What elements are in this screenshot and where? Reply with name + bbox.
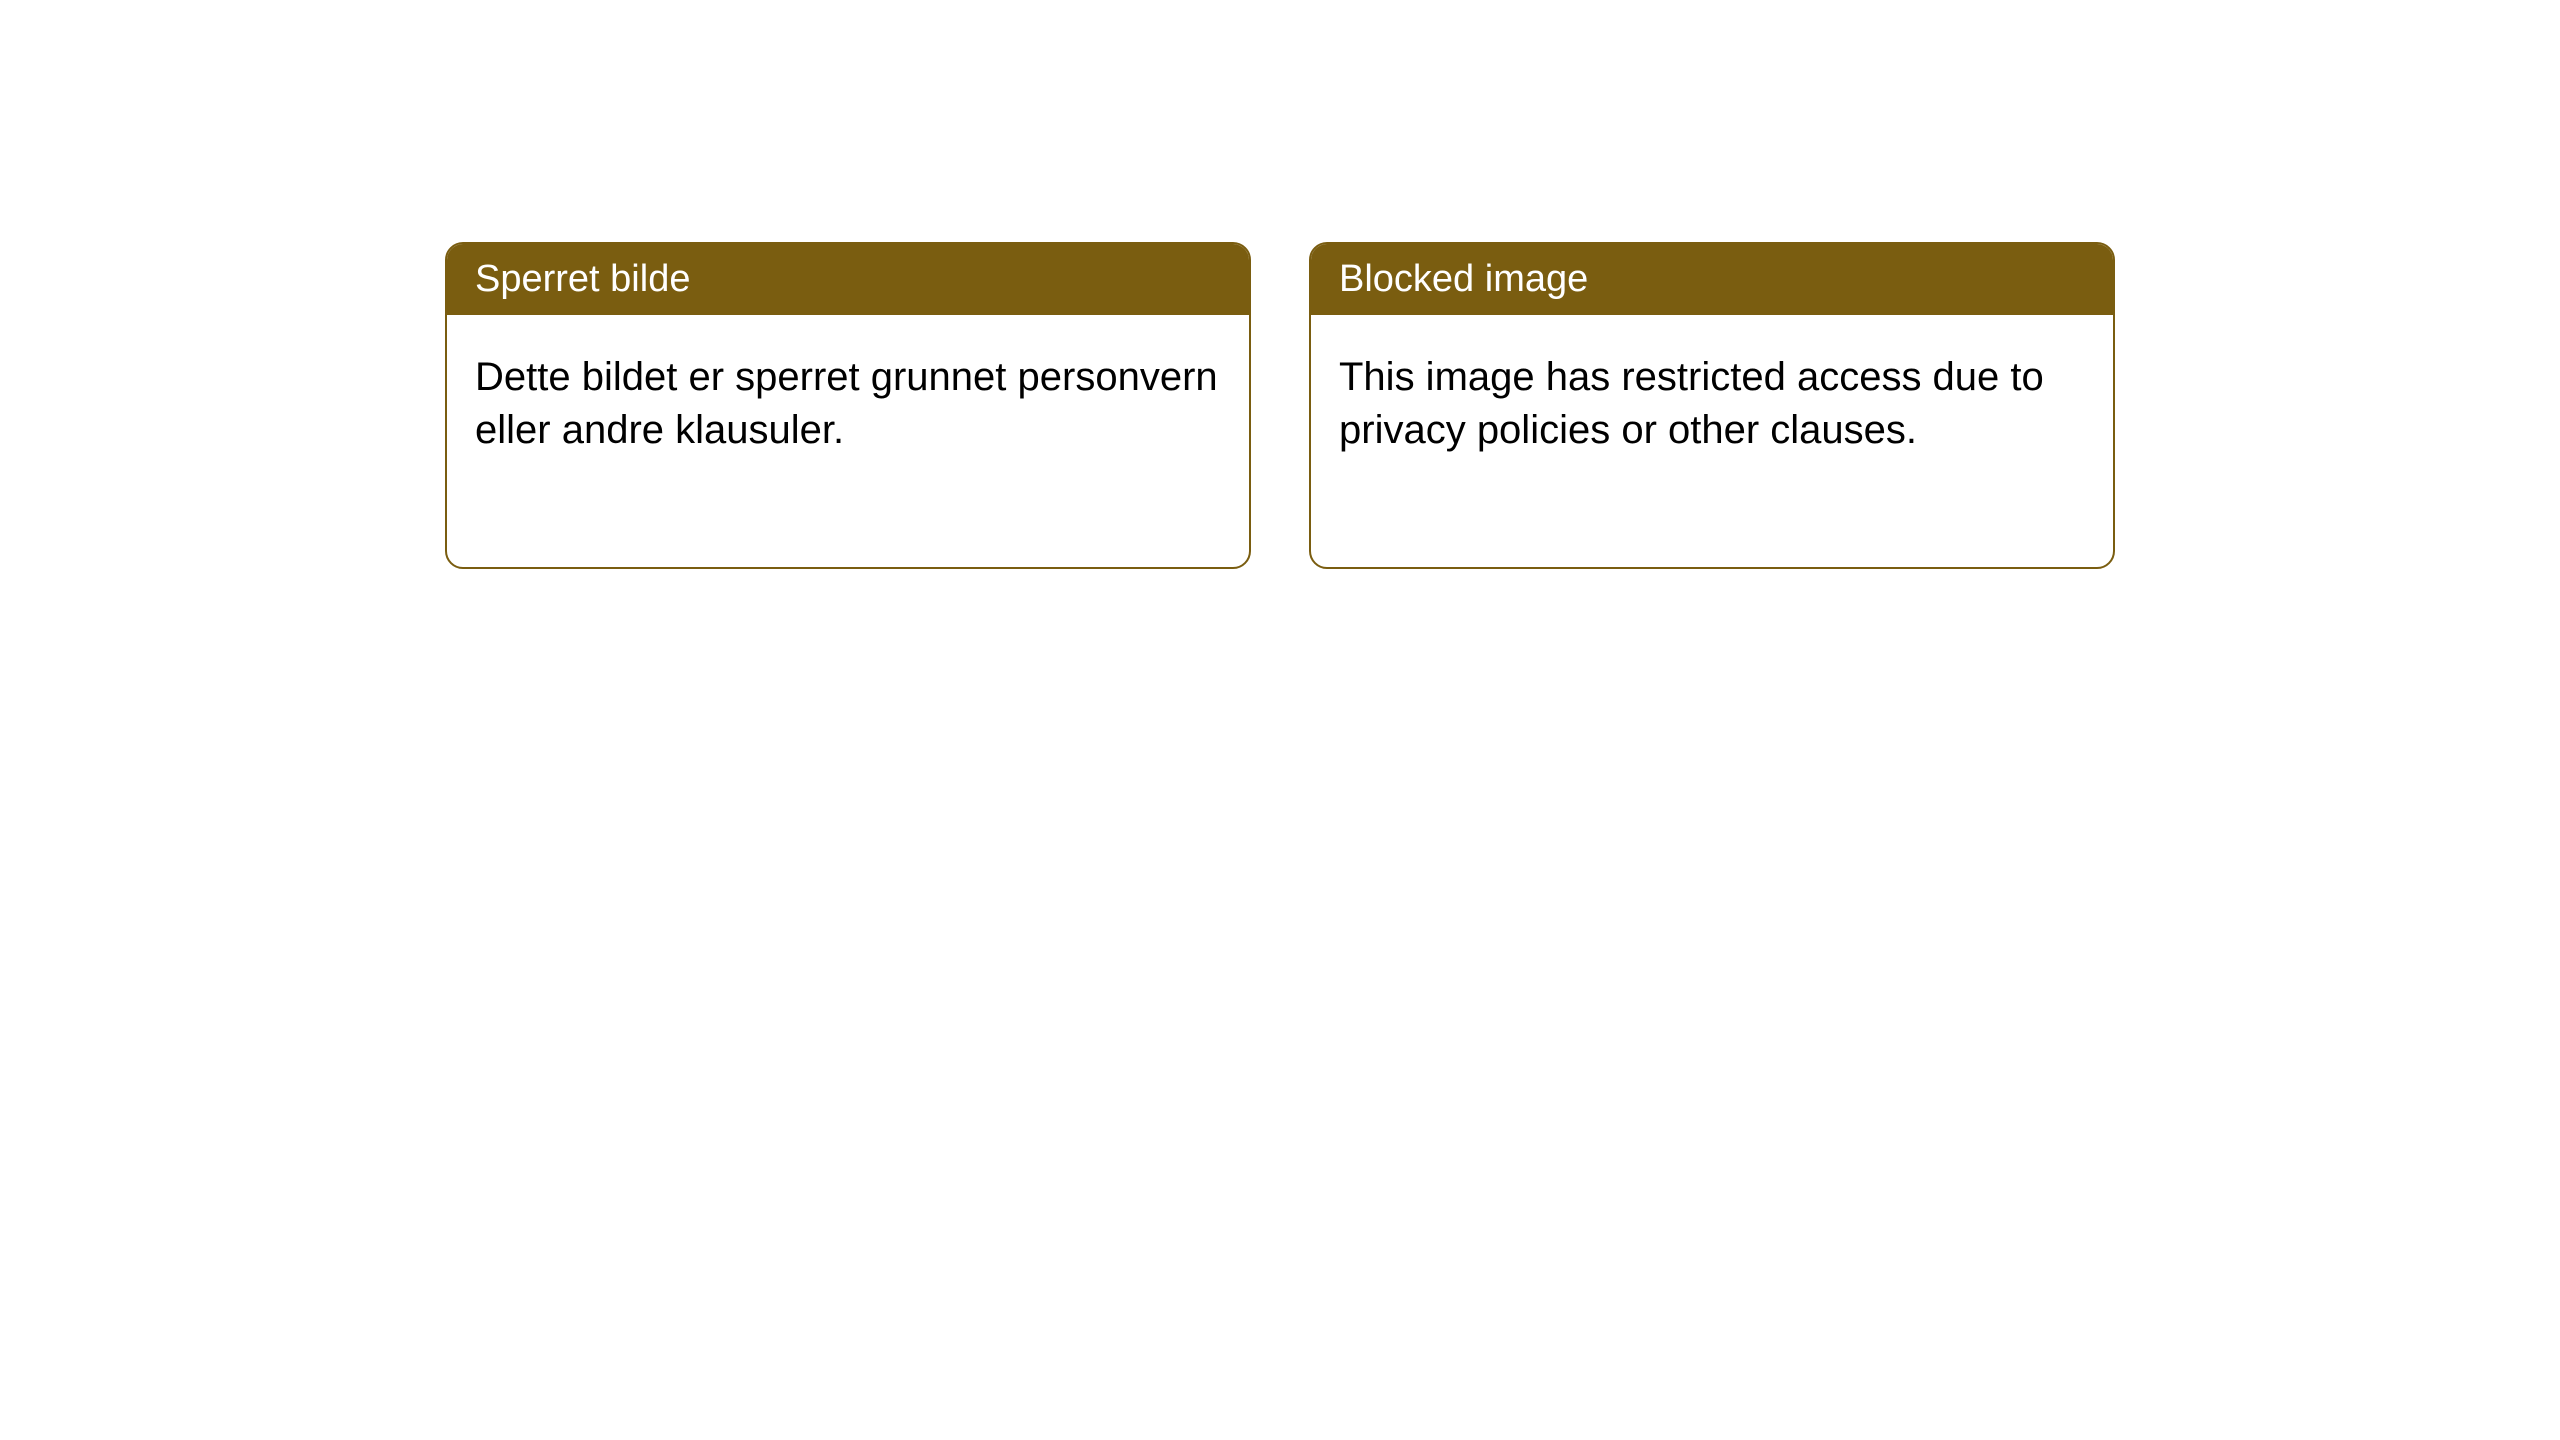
card-title: Blocked image	[1339, 258, 1588, 300]
card-body: This image has restricted access due to …	[1311, 315, 2113, 567]
card-body-text: This image has restricted access due to …	[1339, 355, 2044, 452]
card-body: Dette bildet er sperret grunnet personve…	[447, 315, 1249, 567]
cards-container: Sperret bilde Dette bildet er sperret gr…	[0, 242, 2560, 569]
card-title: Sperret bilde	[475, 258, 690, 300]
card-header: Blocked image	[1311, 244, 2113, 315]
card-header: Sperret bilde	[447, 244, 1249, 315]
card-body-text: Dette bildet er sperret grunnet personve…	[475, 355, 1218, 452]
card-english: Blocked image This image has restricted …	[1309, 242, 2115, 569]
card-norwegian: Sperret bilde Dette bildet er sperret gr…	[445, 242, 1251, 569]
